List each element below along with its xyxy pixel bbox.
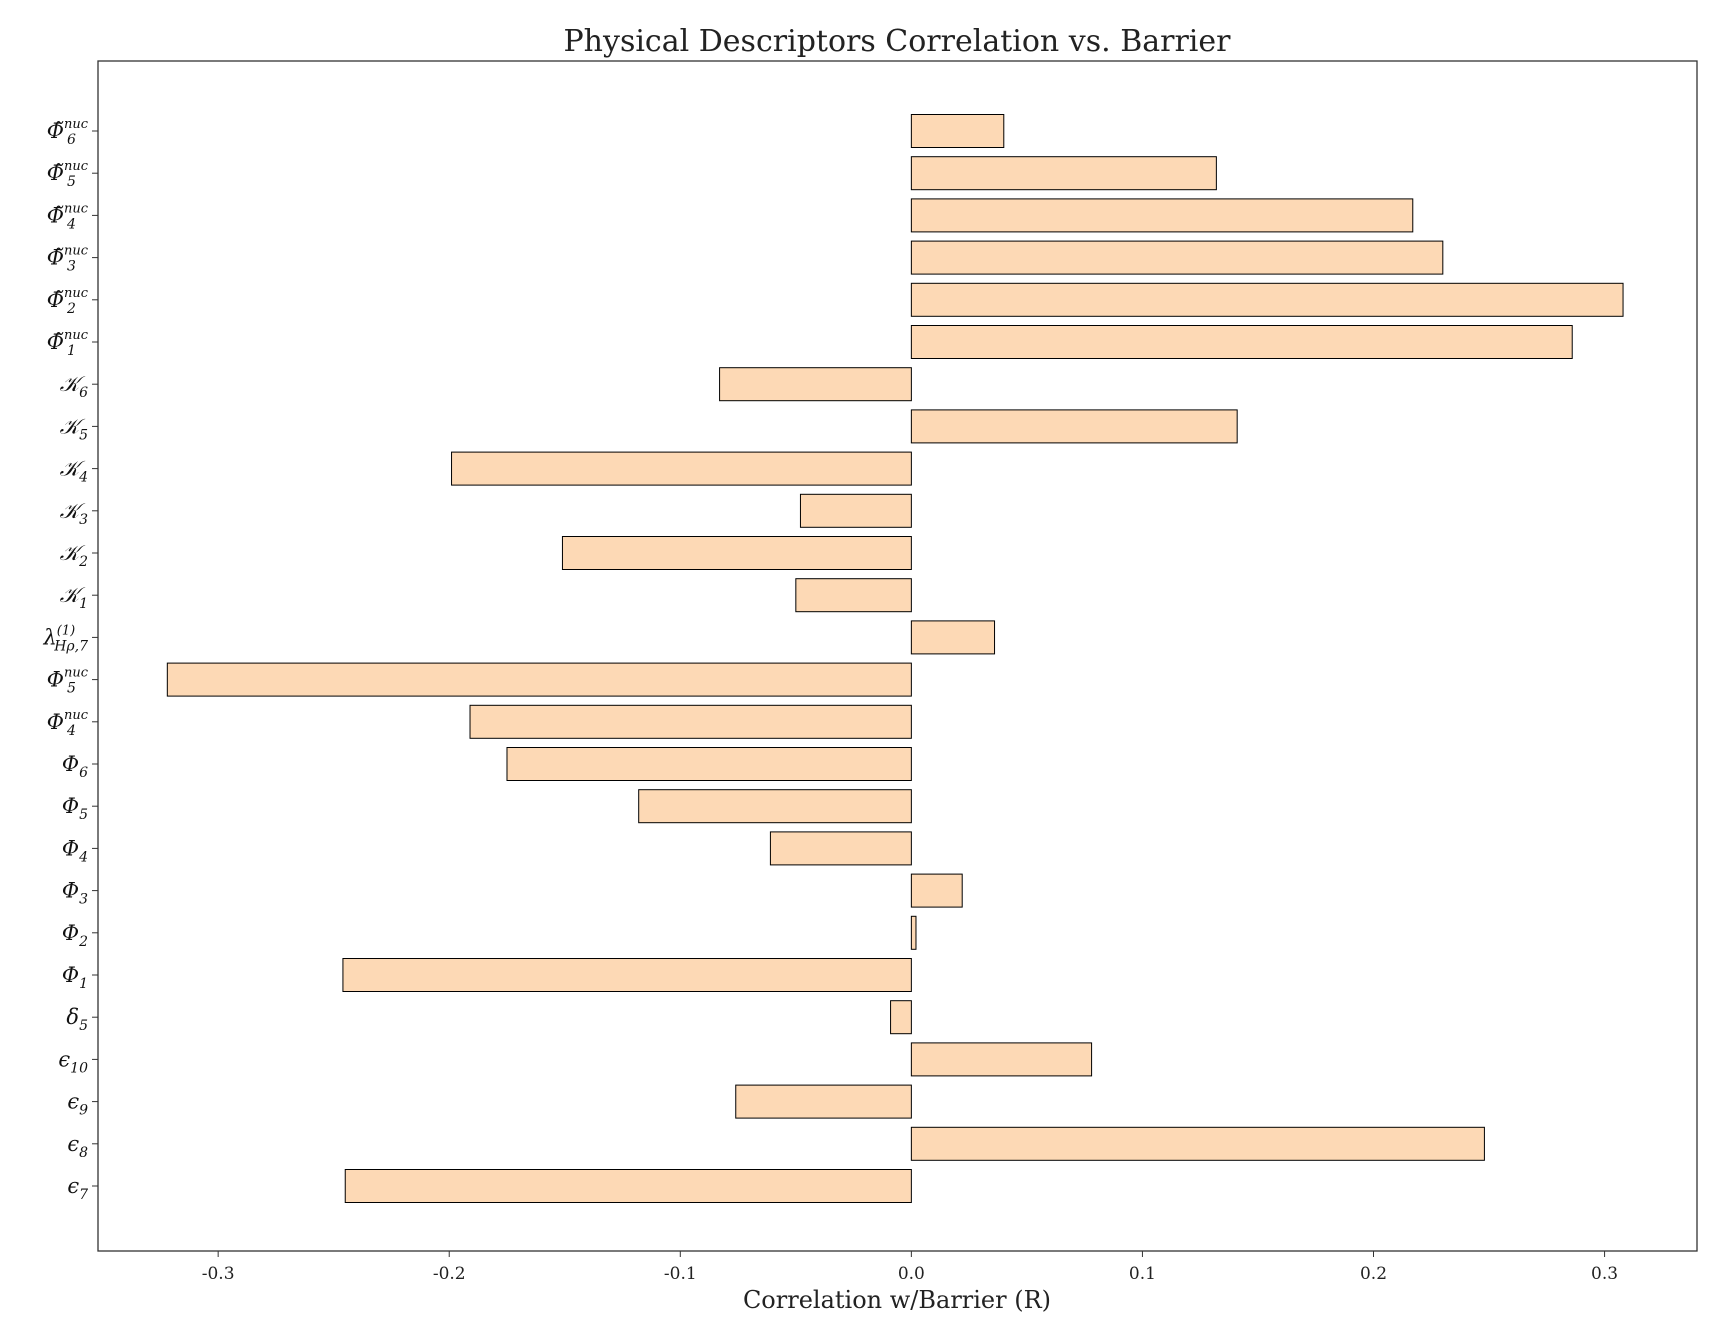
- y-tick-label: Φ̃nuc 2: [47, 286, 89, 317]
- y-tick-label: Φ6: [62, 752, 88, 781]
- bar: [451, 451, 912, 486]
- bar: [910, 1042, 1093, 1077]
- y-tick-label: Φ̃nuc 6: [47, 117, 89, 148]
- x-axis-label: Correlation w/Barrier (R): [743, 1286, 1051, 1314]
- bar: [910, 620, 996, 655]
- bar: [638, 789, 912, 824]
- bar: [910, 873, 963, 908]
- bar: [506, 747, 912, 781]
- bar: [910, 240, 1444, 275]
- y-tick-label: Φ̃nuc 5: [47, 159, 89, 190]
- y-tick-label: 𝒦6: [60, 372, 89, 401]
- bar: [166, 662, 912, 697]
- x-tick-label: -0.1: [664, 1264, 697, 1284]
- bar: [469, 704, 912, 739]
- y-tick-label: 𝒦3: [60, 499, 89, 528]
- bar: [890, 1000, 912, 1035]
- bar: [799, 493, 912, 528]
- bar: [342, 958, 912, 992]
- x-tick-label: -0.2: [433, 1264, 466, 1284]
- y-tick-label: 𝒦4: [60, 457, 88, 486]
- bars-layer: [166, 114, 1624, 1203]
- bar: [910, 325, 1573, 359]
- x-tick-label: 0.0: [898, 1264, 925, 1284]
- y-tick-label: Φnuc 5: [47, 666, 89, 697]
- y-tick-label: Φ̃nuc 4: [47, 201, 89, 232]
- y-tick-label: Φ2: [62, 921, 88, 950]
- x-tick-label: 0.3: [1591, 1264, 1618, 1284]
- y-tick-label: δ5: [66, 1005, 88, 1034]
- y-tick-label: λ(1) Hρ,7: [42, 623, 88, 654]
- bar: [719, 367, 912, 402]
- y-tick-label: ϵ8: [67, 1132, 88, 1161]
- y-tick-label: Φ5: [62, 794, 88, 823]
- bar: [910, 1126, 1485, 1161]
- x-tick-label: 0.1: [1129, 1264, 1156, 1284]
- y-tick-label: Φ̃nuc 3: [47, 244, 89, 275]
- y-tick-label: Φ̃nuc 1: [47, 328, 89, 359]
- y-tick-label: Φnuc 4: [47, 708, 89, 739]
- x-tick-label: -0.3: [202, 1264, 235, 1284]
- x-tick-label: 0.2: [1360, 1264, 1387, 1284]
- y-tick-label: Φ3: [62, 879, 88, 908]
- y-tick-label: Φ1: [62, 963, 88, 992]
- y-tick-label: ϵ7: [67, 1174, 88, 1203]
- plot-area-frame: [97, 60, 1698, 1252]
- bar: [910, 915, 917, 950]
- bar: [344, 1169, 912, 1203]
- bar: [795, 578, 912, 613]
- bar: [910, 114, 1005, 148]
- y-tick-label: 𝒦1: [60, 583, 88, 612]
- y-axis: Φ̃nuc 6 Φ̃nuc 5 Φ̃nuc 4 Φ̃nuc 3 Φ̃nuc 2 Φ̃nuc 1 𝒦6 𝒦5…: [42, 117, 98, 1203]
- y-tick-label: 𝒦2: [60, 541, 89, 570]
- bar: [910, 198, 1414, 233]
- bar: [561, 536, 912, 570]
- y-tick-label: ϵ9: [67, 1090, 88, 1119]
- bar: [910, 282, 1624, 317]
- chart-title: Physical Descriptors Correlation vs. Bar…: [563, 24, 1231, 59]
- bar: [910, 409, 1238, 444]
- bar: [769, 831, 912, 866]
- y-tick-label: Φ4: [62, 836, 88, 865]
- y-tick-label: ϵ10: [58, 1047, 88, 1076]
- bar: [735, 1084, 912, 1119]
- y-tick-label: 𝒦5: [60, 414, 89, 443]
- bar: [910, 156, 1217, 191]
- x-axis: -0.3 -0.2 -0.1 0.0 0.1 0.2 0.3: [202, 1251, 1618, 1284]
